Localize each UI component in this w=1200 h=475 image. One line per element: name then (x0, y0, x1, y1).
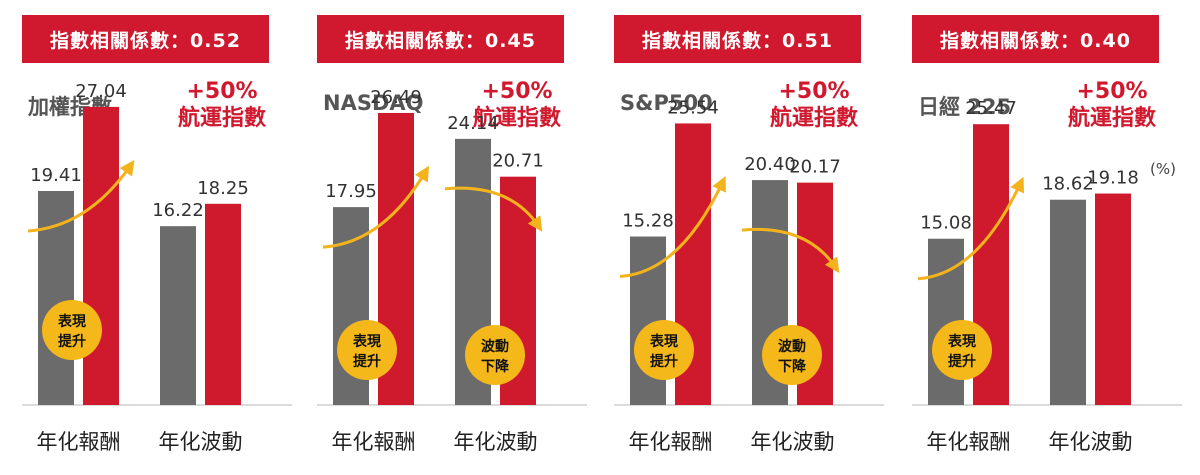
value-label: 24.14 (447, 113, 499, 134)
comparison-line-1: +50% (778, 79, 850, 104)
bar-with-shipping (83, 106, 119, 406)
value-label: 20.40 (744, 154, 796, 175)
annotation-text: 表現 (57, 313, 86, 330)
value-label: 27.04 (75, 81, 127, 102)
value-label: 20.17 (789, 157, 841, 178)
comparison-line-2: 航運指數 (769, 106, 858, 131)
annotation-badge (634, 320, 694, 380)
value-label: 20.71 (492, 151, 544, 172)
chart-panel: 指數相關係數：0.45 NASDAQ +50% 航運指數 17.95 26.49 年化報酬 2… (317, 0, 597, 475)
comparison-line-2: 航運指數 (472, 106, 561, 131)
trend-arrow-up (619, 175, 726, 279)
trend-arrow-up (322, 165, 430, 249)
value-label: 15.08 (920, 213, 972, 234)
annotation-badge (762, 325, 822, 385)
value-label: 18.25 (197, 178, 249, 199)
unit-label: (%) (1150, 160, 1176, 178)
comparison-label: +50% 航運指數 (162, 78, 282, 132)
comparison-line-2: 航運指數 (1067, 106, 1156, 131)
comparison-line-1: +50% (1076, 79, 1148, 104)
correlation-badge: 指數相關係數：0.45 (317, 15, 564, 63)
annotation-text: 提升 (58, 333, 86, 350)
comparison-label: +50% 航運指數 (754, 78, 874, 132)
bar-index (160, 226, 196, 405)
value-label: 26.49 (370, 87, 422, 108)
bar-with-shipping (205, 203, 241, 405)
comparison-line-1: +50% (481, 79, 553, 104)
index-name: NASDAQ (323, 91, 424, 115)
chart-panel: 指數相關係數：0.52 加權指數 +50% 航運指數 19.41 27.04 年化報酬 16.… (22, 0, 302, 475)
category-label: 年化波動 (454, 430, 538, 454)
value-label: 25.54 (667, 97, 719, 118)
annotation-text: 提升 (650, 353, 678, 370)
index-name: S&P500 (620, 91, 713, 115)
comparison-label: +50% 航運指數 (1052, 78, 1172, 132)
category-label: 年化報酬 (927, 430, 1011, 454)
annotation-text: 波動 (481, 338, 509, 355)
correlation-badge: 指數相關係數：0.52 (22, 15, 269, 63)
annotation-text: 提升 (948, 353, 976, 370)
category-label: 年化波動 (751, 430, 835, 454)
chart-panel: 指數相關係數：0.51 S&P500 +50% 航運指數 15.28 25.54 年化報酬 2… (614, 0, 894, 475)
annotation-text: 下降 (481, 358, 510, 375)
annotation-badge (337, 320, 397, 380)
annotation-badge (465, 325, 525, 385)
value-label: 15.28 (622, 211, 674, 232)
trend-arrow-down (444, 186, 543, 232)
value-label: 19.18 (1087, 168, 1139, 189)
chart-panel: 指數相關係數：0.40 日經 225 +50% 航運指數 15.08 25.47 年化報酬 1… (912, 0, 1192, 475)
correlation-badge: 指數相關係數：0.51 (614, 15, 861, 63)
annotation-text: 表現 (352, 333, 381, 350)
category-label: 年化波動 (159, 430, 243, 454)
value-label: 25.47 (965, 98, 1017, 119)
trend-arrow-up (917, 176, 1025, 281)
annotation-badge (932, 320, 992, 380)
annotation-text: 表現 (947, 333, 976, 350)
annotation-text: 下降 (778, 358, 807, 375)
category-label: 年化波動 (1049, 430, 1133, 454)
value-label: 19.41 (30, 165, 82, 186)
annotation-badge (42, 300, 102, 360)
category-label: 年化報酬 (332, 430, 416, 454)
bar-with-shipping (1095, 193, 1131, 405)
bar-index (38, 191, 74, 405)
value-label: 17.95 (325, 181, 377, 202)
annotation-text: 波動 (778, 338, 806, 355)
value-label: 16.22 (152, 200, 204, 221)
annotation-text: 提升 (353, 353, 381, 370)
trend-arrow-up (27, 159, 135, 233)
value-label: 18.62 (1042, 174, 1094, 195)
comparison-label: +50% 航運指數 (457, 78, 577, 132)
comparison-line-1: +50% (186, 79, 258, 104)
comparison-line-2: 航運指數 (177, 106, 266, 131)
annotation-text: 表現 (649, 333, 678, 350)
trend-arrow-down (741, 227, 840, 274)
category-label: 年化報酬 (629, 430, 713, 454)
bar-index (1050, 199, 1086, 405)
index-name: 日經 225 (918, 95, 1012, 119)
category-label: 年化報酬 (37, 430, 121, 454)
correlation-badge: 指數相關係數：0.40 (912, 15, 1159, 63)
